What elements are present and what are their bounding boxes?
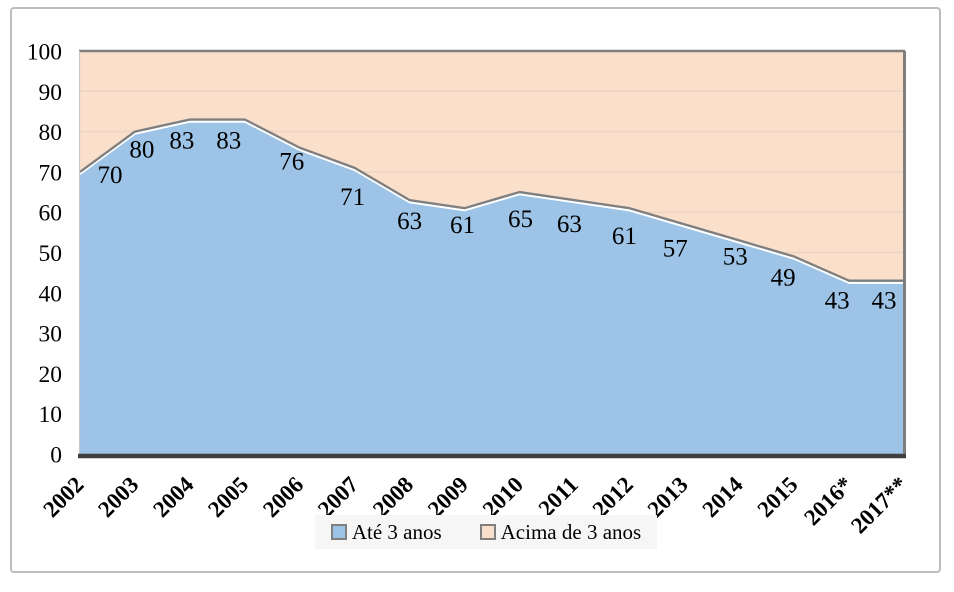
y-tick-label: 10 — [39, 402, 63, 428]
data-label: 43 — [872, 288, 897, 315]
y-tick-label: 30 — [39, 322, 63, 348]
x-tick-label: 2002 — [38, 472, 88, 522]
data-label: 63 — [557, 211, 582, 238]
y-tick-label: 20 — [39, 362, 63, 388]
data-label: 61 — [612, 223, 637, 250]
y-tick-label: 90 — [39, 80, 63, 106]
data-label: 70 — [98, 162, 123, 189]
legend-swatch-acima-de-3-anos-icon — [479, 524, 496, 540]
series-boundary-line — [79, 118, 904, 282]
x-tick-label: 2004 — [148, 472, 199, 523]
y-tick-label: 50 — [39, 241, 63, 267]
data-label: 71 — [340, 184, 365, 211]
data-label: 61 — [450, 212, 475, 239]
x-tick-label: 2003 — [93, 472, 143, 522]
y-tick-label: 80 — [39, 120, 63, 146]
legend-label-ate-3-anos: Até 3 anos — [351, 519, 442, 544]
x-tick-label: 2017** — [846, 472, 912, 538]
data-label: 49 — [771, 265, 796, 292]
legend-item-acima-de-3-anos: Acima de 3 anos — [479, 519, 642, 544]
data-label: 63 — [397, 208, 422, 235]
y-tick-label: 70 — [39, 160, 63, 186]
data-label: 76 — [279, 149, 304, 176]
x-tick-label: 2014 — [698, 472, 749, 523]
data-label: 80 — [129, 137, 154, 164]
data-label: 43 — [825, 288, 850, 315]
y-tick-label: 100 — [27, 40, 62, 66]
legend-swatch-ate-3-anos-icon — [330, 524, 347, 540]
legend-item-ate-3-anos: Até 3 anos — [330, 519, 442, 544]
data-label: 57 — [663, 235, 688, 262]
data-label: 83 — [169, 128, 194, 155]
y-tick-label: 60 — [39, 201, 63, 227]
y-tick-label: 0 — [50, 443, 62, 469]
series-boundary-highlight — [79, 120, 904, 284]
data-label: 53 — [723, 243, 748, 270]
data-label: 83 — [216, 128, 241, 155]
x-tick-label: 2015 — [752, 472, 802, 522]
chart-legend: Até 3 anos Acima de 3 anos — [315, 515, 657, 549]
x-tick-label: 2006 — [258, 472, 308, 522]
y-tick-label: 40 — [39, 281, 63, 307]
x-tick-label: 2005 — [203, 472, 253, 522]
data-label: 65 — [508, 206, 533, 233]
legend-label-acima-de-3-anos: Acima de 3 anos — [500, 519, 642, 544]
series-area-ate-3-anos — [80, 119, 904, 454]
x-tick-label: 2011 — [534, 472, 583, 521]
